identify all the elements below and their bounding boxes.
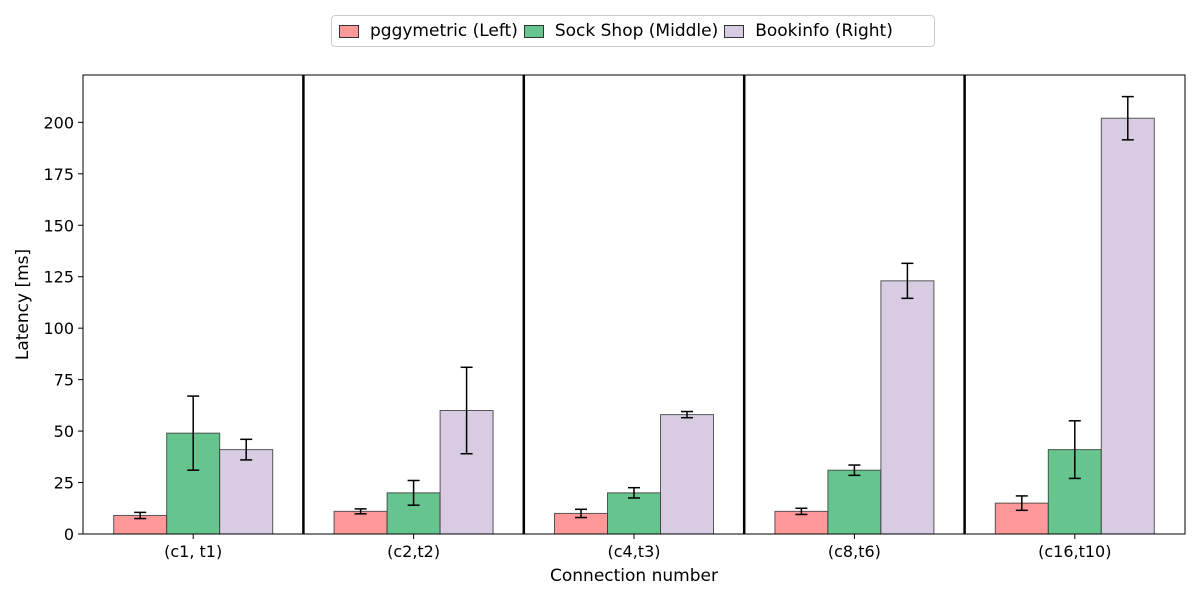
bar-pggymetric-1 bbox=[333, 510, 388, 535]
legend-swatch-bookinfo bbox=[724, 24, 745, 38]
x-tick-label: (c2,t2) bbox=[387, 542, 440, 561]
legend-label-sockshop: Sock Shop (Middle) bbox=[554, 21, 719, 41]
x-axis: (c1, t1) (c2,t2) (c4,t3) (c8,t6) (c16,t10) bbox=[164, 534, 1111, 561]
error-bar-0-4 bbox=[1015, 495, 1028, 512]
error-bar-1-4 bbox=[1068, 420, 1081, 480]
error-bar-2-0 bbox=[240, 438, 253, 461]
error-bar-2-3 bbox=[901, 262, 914, 300]
y-tick-label: 175 bbox=[43, 165, 74, 184]
error-bar-0-2 bbox=[575, 508, 587, 519]
error-bar-1-3 bbox=[848, 464, 861, 477]
y-tick-label: 100 bbox=[43, 319, 74, 338]
legend-item-sockshop: Sock Shop (Middle) bbox=[523, 21, 719, 41]
y-tick-label: 25 bbox=[54, 474, 74, 493]
y-tick-label: 200 bbox=[43, 113, 74, 132]
x-tick-label: (c4,t3) bbox=[608, 542, 661, 561]
group-separators bbox=[302, 75, 966, 534]
legend-label-bookinfo: Bookinfo (Right) bbox=[755, 21, 893, 41]
y-axis: 0 25 50 75 100 125 150 175 200 bbox=[43, 113, 83, 544]
y-tick-label: 75 bbox=[54, 371, 74, 390]
bars-layer bbox=[113, 95, 1155, 535]
x-tick-label: (c1, t1) bbox=[164, 542, 222, 561]
error-bar-2-1 bbox=[460, 366, 473, 455]
legend: pggymetric (Left) Sock Shop (Middle) Boo… bbox=[331, 15, 935, 47]
y-tick-label: 0 bbox=[64, 525, 74, 544]
bar-sockshop-2 bbox=[607, 492, 661, 535]
bar-bookinfo-3 bbox=[880, 280, 935, 535]
bar-bookinfo-2 bbox=[660, 414, 714, 535]
legend-swatch-pggymetric bbox=[339, 24, 359, 38]
y-tick-label: 50 bbox=[54, 422, 74, 441]
error-bar-1-2 bbox=[628, 486, 640, 499]
error-bar-1-1 bbox=[407, 479, 420, 506]
error-bar-2-4 bbox=[1121, 95, 1134, 141]
error-bar-2-2 bbox=[681, 410, 693, 419]
y-tick-label: 125 bbox=[43, 268, 74, 287]
legend-item-pggymetric: pggymetric (Left) bbox=[339, 21, 518, 41]
error-bar-0-0 bbox=[134, 511, 147, 520]
error-bar-0-1 bbox=[354, 508, 367, 515]
x-tick-label: (c16,t10) bbox=[1038, 542, 1111, 561]
x-tick-label: (c8,t6) bbox=[828, 542, 881, 561]
legend-label-pggymetric: pggymetric (Left) bbox=[370, 21, 518, 41]
error-bar-1-0 bbox=[187, 395, 200, 471]
legend-swatch-sockshop bbox=[523, 24, 544, 38]
y-tick-label: 150 bbox=[43, 216, 74, 235]
legend-item-bookinfo: Bookinfo (Right) bbox=[724, 21, 893, 41]
bar-bookinfo-0 bbox=[219, 449, 274, 535]
y-axis-label: Latency [ms] bbox=[13, 249, 33, 360]
x-axis-label: Connection number bbox=[550, 566, 718, 586]
bar-sockshop-3 bbox=[827, 469, 882, 535]
bar-bookinfo-4 bbox=[1100, 117, 1155, 535]
error-bar-0-3 bbox=[795, 507, 808, 516]
